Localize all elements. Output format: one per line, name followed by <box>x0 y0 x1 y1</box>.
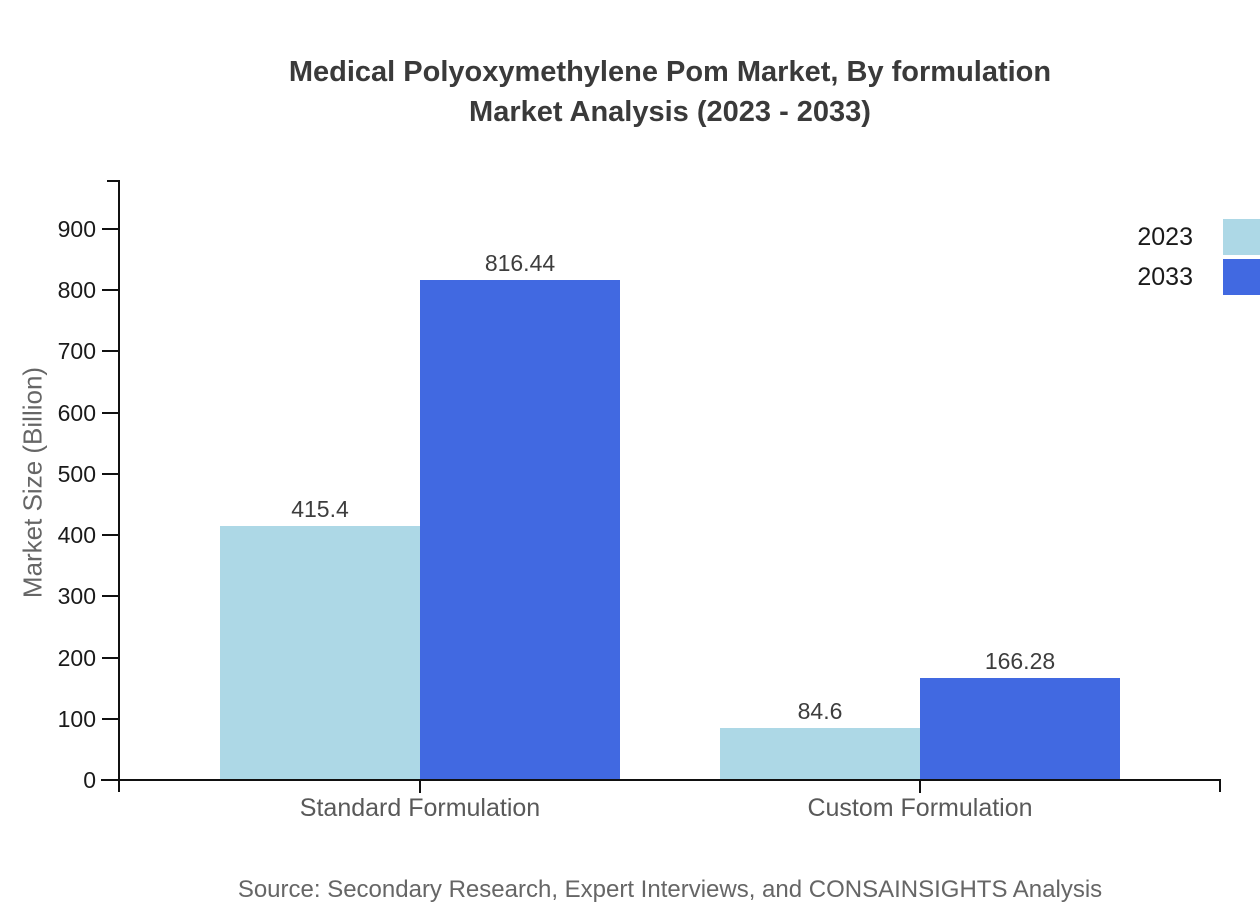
y-axis-tick-label: 400 <box>57 522 96 548</box>
legend-label: 2023 <box>1137 222 1193 251</box>
bar-value-label: 816.44 <box>484 250 556 276</box>
y-axis-tick-label: 100 <box>57 706 96 732</box>
y-axis-spine <box>118 180 120 792</box>
x-axis-spine <box>101 779 1220 781</box>
legend-swatch <box>1223 219 1260 255</box>
y-axis-tick <box>102 534 118 536</box>
y-axis-tick-label: 700 <box>57 338 96 364</box>
bar-value-label: 166.28 <box>984 648 1056 674</box>
bar-2023-standard-formulation <box>220 526 420 780</box>
bar-value-label: 84.6 <box>797 698 843 724</box>
y-axis-tick <box>102 289 118 291</box>
legend: 2023 2033 <box>1137 217 1260 297</box>
y-axis-tick-label: 500 <box>57 461 96 487</box>
y-axis-tick <box>102 595 118 597</box>
bar-2023-custom-formulation <box>720 728 920 780</box>
x-axis-tick <box>419 780 421 793</box>
y-axis-tick <box>102 412 118 414</box>
legend-swatch <box>1223 259 1260 295</box>
y-axis-tick <box>102 228 118 230</box>
y-axis-tick-label: 600 <box>57 400 96 426</box>
bar-2033-custom-formulation <box>920 678 1120 780</box>
legend-label: 2033 <box>1137 262 1193 291</box>
chart-title-line2: Market Analysis (2023 - 2033) <box>469 96 871 128</box>
x-axis-category-label: Custom Formulation <box>807 794 1033 822</box>
legend-item-2023: 2023 <box>1137 217 1260 257</box>
y-axis-tick-label: 200 <box>57 645 96 671</box>
chart-title-line1: Medical Polyoxymethylene Pom Market, By … <box>288 56 1052 88</box>
y-axis-tick-label: 0 <box>83 767 96 793</box>
y-axis-tick <box>102 350 118 352</box>
y-axis-tick <box>102 718 118 720</box>
bar-2033-standard-formulation <box>420 280 620 780</box>
x-axis-end-cap <box>1219 779 1221 792</box>
legend-item-2033: 2033 <box>1137 257 1260 297</box>
y-axis-tick <box>102 473 118 475</box>
y-axis-tick-label: 900 <box>57 216 96 242</box>
source-note: Source: Secondary Research, Expert Inter… <box>237 876 1103 903</box>
x-axis-tick <box>919 780 921 793</box>
chart-title: Medical Polyoxymethylene Pom Market, By … <box>80 52 1260 132</box>
x-axis-category-label: Standard Formulation <box>299 794 541 822</box>
y-axis-end-cap <box>107 180 120 182</box>
bar-value-label: 415.4 <box>291 496 349 522</box>
y-axis-tick <box>102 657 118 659</box>
y-axis-tick-label: 800 <box>57 277 96 303</box>
y-axis-tick-label: 300 <box>57 583 96 609</box>
